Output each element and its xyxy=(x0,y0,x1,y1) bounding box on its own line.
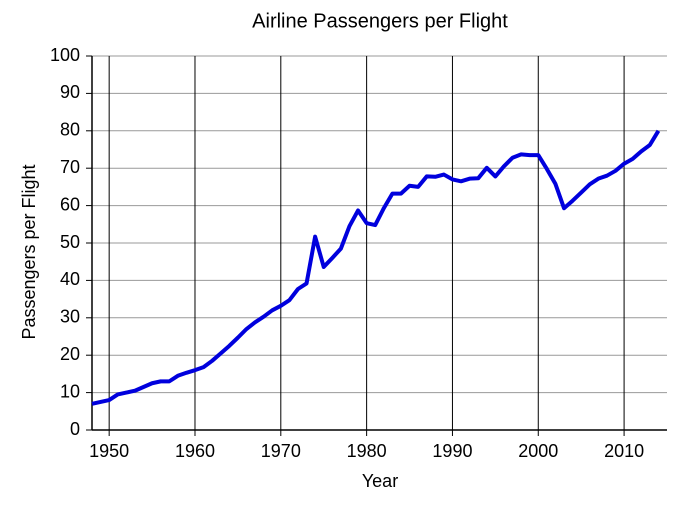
x-tick-label: 1950 xyxy=(89,441,129,461)
x-axis-label: Year xyxy=(362,471,398,491)
y-axis-label: Passengers per Flight xyxy=(19,164,39,339)
x-tick-label: 1970 xyxy=(261,441,301,461)
x-tick-label: 2000 xyxy=(518,441,558,461)
y-tick-label: 100 xyxy=(50,45,80,65)
y-tick-label: 50 xyxy=(60,232,80,252)
y-tick-label: 60 xyxy=(60,194,80,214)
data-line xyxy=(91,129,661,406)
x-tick-label: 1990 xyxy=(432,441,472,461)
y-tick-label: 80 xyxy=(60,120,80,140)
y-tick-label: 40 xyxy=(60,269,80,289)
x-tick-label: 1960 xyxy=(175,441,215,461)
x-tick-label: 2010 xyxy=(604,441,644,461)
y-tick-label: 10 xyxy=(60,381,80,401)
y-tick-label: 0 xyxy=(70,419,80,439)
chart-title: Airline Passengers per Flight xyxy=(252,10,508,32)
y-tick-label: 70 xyxy=(60,157,80,177)
y-tick-label: 90 xyxy=(60,82,80,102)
x-tick-label: 1980 xyxy=(347,441,387,461)
y-tick-label: 20 xyxy=(60,344,80,364)
y-tick-label: 30 xyxy=(60,307,80,327)
